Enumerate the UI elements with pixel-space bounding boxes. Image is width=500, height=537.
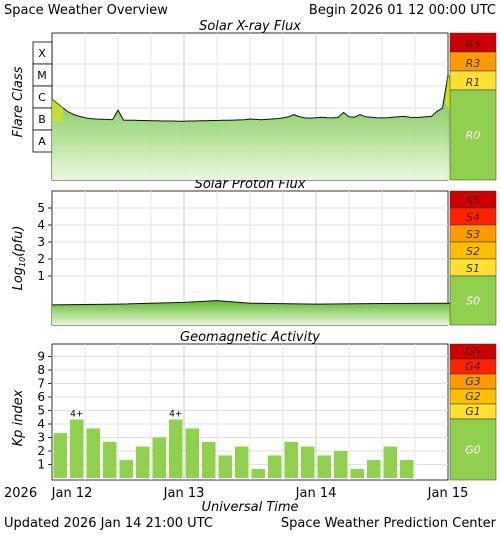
kp-bar bbox=[317, 455, 331, 478]
xray-class-tick: C bbox=[38, 91, 46, 104]
xray-flux-line bbox=[51, 73, 454, 122]
x-tick-label: Jan 15 bbox=[427, 486, 469, 501]
proton-ylabel: Log10(pfu) bbox=[11, 226, 27, 291]
x-axis-label: Universal Time bbox=[201, 500, 298, 515]
proton-tick-label: 2 bbox=[37, 252, 45, 266]
kp-bar bbox=[53, 433, 67, 478]
kp-bar bbox=[70, 419, 84, 478]
proton-scale-level-quiet bbox=[449, 275, 497, 326]
kp-bar bbox=[251, 468, 265, 478]
proton-scale-level-quiet-label: S0 bbox=[466, 295, 480, 308]
kp-bar bbox=[152, 437, 166, 478]
kp-bar-label: 4+ bbox=[169, 410, 182, 420]
proton-tick-label: 5 bbox=[37, 201, 45, 215]
kp-tick-label: 1 bbox=[37, 458, 45, 472]
proton-flux-fill bbox=[52, 300, 454, 325]
x-year-label: 2026 bbox=[4, 486, 37, 501]
kp-bar bbox=[202, 441, 216, 478]
radio-scale-level-quiet bbox=[449, 89, 497, 181]
geomag-scale-level-label: G3 bbox=[465, 375, 481, 388]
scale-bars: R5 R3 R1 R0 S5 S4 S3 S2 S1 S0 G5 G4 G3 G2 G1 G0 bbox=[449, 32, 497, 481]
kp-tick-label: 4 bbox=[37, 417, 45, 431]
kp-bar bbox=[383, 446, 397, 478]
proton-scale-level-label: S5 bbox=[466, 194, 480, 207]
kp-bar bbox=[218, 455, 232, 478]
kp-bar bbox=[169, 419, 183, 478]
proton-scale-level-label: S2 bbox=[466, 245, 480, 258]
xray-class-tick: B bbox=[38, 113, 46, 126]
proton-title: Solar Proton Flux bbox=[195, 177, 306, 192]
kp-bar bbox=[119, 460, 133, 478]
proton-scale-level-label: S3 bbox=[466, 228, 480, 241]
kp-bar bbox=[103, 441, 117, 478]
kp-ylabel: Kp index bbox=[11, 389, 26, 446]
kp-tick-label: 5 bbox=[37, 404, 45, 418]
kp-bar bbox=[350, 468, 364, 478]
proton-chart: 1 2 3 4 5 bbox=[37, 191, 454, 325]
x-tick-label: Jan 14 bbox=[295, 486, 337, 501]
kp-tick-label: 2 bbox=[37, 444, 45, 458]
xray-flux-fill bbox=[52, 75, 454, 180]
x-tick-label: Jan 12 bbox=[51, 486, 93, 501]
xray-ylabel: Flare Class bbox=[11, 66, 26, 137]
updated-text: Updated 2026 Jan 14 21:00 UTC bbox=[4, 516, 213, 531]
xray-title: Solar X-ray Flux bbox=[199, 19, 301, 34]
kp-bar bbox=[334, 451, 348, 478]
kp-tick-label: 3 bbox=[37, 431, 45, 445]
radio-scale-level-label: R5 bbox=[466, 38, 481, 51]
proton-ylabel-pfu: (pfu) bbox=[11, 226, 26, 257]
kp-bar bbox=[86, 428, 100, 478]
radio-scale-level-label: R1 bbox=[466, 76, 481, 89]
geomag-title: Geomagnetic Activity bbox=[180, 330, 320, 345]
geomag-scale-level-label: G4 bbox=[465, 360, 481, 373]
header-title: Space Weather Overview bbox=[4, 3, 168, 18]
kp-bar bbox=[284, 441, 298, 478]
kp-tick-label: 7 bbox=[37, 377, 45, 391]
kp-bar bbox=[400, 460, 414, 478]
kp-tick-label: 8 bbox=[37, 363, 45, 377]
radio-scale-level-quiet-label: R0 bbox=[466, 129, 481, 142]
x-axis: Jan 12 Jan 13 Jan 14 Jan 15 2026 bbox=[4, 486, 468, 501]
kp-tick-label: 9 bbox=[37, 350, 45, 364]
xray-class-tick: M bbox=[37, 69, 47, 82]
xray-flare-highlight-start bbox=[52, 99, 63, 122]
geomag-scale-level-label: G1 bbox=[465, 405, 481, 418]
kp-bar-label: 4+ bbox=[70, 410, 83, 420]
proton-scale-level-label: S4 bbox=[466, 211, 480, 224]
xray-class-tick: A bbox=[38, 135, 46, 148]
proton-ylabel-sub: 10 bbox=[18, 257, 27, 267]
kp-bar bbox=[136, 446, 150, 478]
proton-tick-label: 3 bbox=[37, 235, 45, 249]
geomag-scale-level-label: G5 bbox=[465, 345, 481, 358]
kp-bar bbox=[185, 428, 199, 478]
header-begin: Begin 2026 01 12 00:00 UTC bbox=[309, 3, 496, 18]
geomag-scale-level-quiet bbox=[449, 418, 497, 481]
proton-flux-line bbox=[51, 300, 454, 306]
kp-bar bbox=[268, 455, 282, 478]
proton-ylabel-log: Log bbox=[11, 267, 26, 290]
radio-scale-level-label: R3 bbox=[466, 57, 481, 70]
kp-tick-label: 6 bbox=[37, 390, 45, 404]
geomag-scale-level-quiet-label: G0 bbox=[465, 444, 481, 457]
proton-tick-label: 1 bbox=[37, 269, 45, 283]
kp-bar bbox=[301, 446, 315, 478]
kp-bar bbox=[235, 446, 249, 478]
proton-scale-level-label: S1 bbox=[466, 262, 480, 275]
geomag-scale-level-label: G2 bbox=[465, 390, 481, 403]
kp-bar bbox=[367, 460, 381, 478]
proton-tick-label: 4 bbox=[37, 218, 45, 232]
x-tick-label: Jan 13 bbox=[163, 486, 205, 501]
xray-class-tick: X bbox=[38, 47, 46, 60]
swpc-credit: Space Weather Prediction Center bbox=[281, 516, 497, 531]
